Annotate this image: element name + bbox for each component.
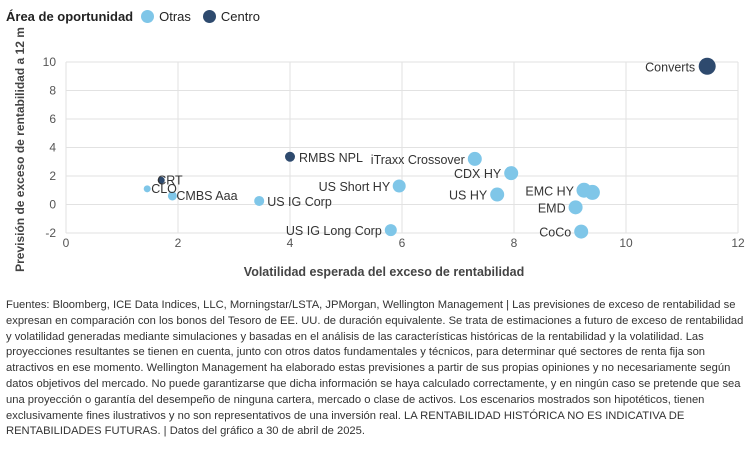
scatter-chart: -2 0 2 4 6 8 10 0 2 4 6 8 10 12 Volatilidad esperada d… [13,27,745,279]
x-tick-label: 12 [731,236,745,250]
y-tick-label: 4 [49,141,56,155]
legend-swatch-centro [202,9,216,23]
x-tick-label: 6 [399,236,406,250]
data-label: iTraxx Crossover [371,153,465,167]
footnote: Fuentes: Bloomberg, ICE Data Indices, LL… [6,299,744,438]
data-label: US IG Corp [267,195,332,209]
data-point [392,179,406,193]
data-point [254,195,265,206]
data-label: CDX HY [454,167,502,181]
x-tick-label: 4 [287,236,294,250]
data-label: EMD [538,201,566,215]
legend-label-centro: Centro [220,8,260,24]
data-label: US HY [449,189,488,203]
data-point [157,176,165,184]
data-point [143,185,151,193]
legend-title: Área de oportunidad [6,8,134,24]
data-point [285,151,295,162]
legend-label-otras: Otras [159,8,191,24]
y-tick-label: 6 [49,112,56,126]
data-point [490,187,505,202]
x-tick-label: 0 [63,236,70,250]
y-tick-label: 0 [49,198,56,212]
data-label: EMC HY [525,184,574,198]
y-axis-title: Previsión de exceso de rentabilidad a 12… [13,27,27,272]
y-tick-label: 10 [43,55,57,69]
data-point [584,184,600,200]
x-axis-title: Volatilidad esperada del exceso de renta… [244,265,524,279]
data-label: US Short HY [319,180,391,194]
data-point [384,224,397,237]
data-point [167,191,177,201]
data-point [568,200,583,215]
legend-item-otras: Otras [141,9,191,24]
legend-swatch-otras [141,9,155,23]
x-tick-label: 8 [511,236,518,250]
y-tick-label: 8 [49,84,56,98]
data-label: US IG Long Corp [286,224,382,238]
legend: Área de oportunidad Otras Centro [6,6,272,26]
y-tick-label: 2 [49,169,56,183]
data-point [467,151,482,166]
y-tick-label: -2 [45,226,56,240]
data-point [504,166,519,181]
data-label: Converts [645,60,695,74]
data-point [698,57,716,75]
legend-item-centro: Centro [202,8,260,24]
data-label: RMBS NPL [299,151,363,165]
data-label: CMBS Aaa [176,189,237,203]
data-point [574,224,589,239]
x-tick-label: 10 [619,236,633,250]
data-label: CoCo [539,226,571,240]
data-label: CRT [157,173,183,187]
x-tick-label: 2 [175,236,182,250]
data-label: CLO [151,182,177,196]
